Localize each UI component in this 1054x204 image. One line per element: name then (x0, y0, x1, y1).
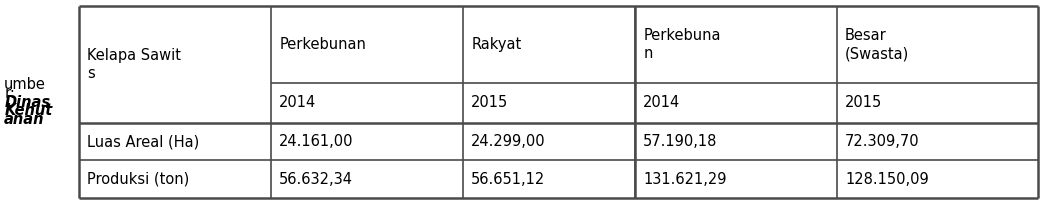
Text: umbe: umbe (4, 77, 46, 92)
Text: Dinas: Dinas (4, 94, 51, 110)
Text: 24.161,00: 24.161,00 (279, 134, 354, 149)
Text: 72.309,70: 72.309,70 (845, 134, 919, 149)
Text: Luas Areal (Ha): Luas Areal (Ha) (87, 134, 199, 149)
Text: 131.621,29: 131.621,29 (643, 172, 727, 187)
Text: 2015: 2015 (471, 95, 508, 110)
Text: 24.299,00: 24.299,00 (471, 134, 546, 149)
Text: Kehut: Kehut (4, 103, 53, 118)
Text: Kelapa Sawit
s: Kelapa Sawit s (87, 48, 181, 81)
Text: 2014: 2014 (643, 95, 681, 110)
Text: 2014: 2014 (279, 95, 316, 110)
Text: Rakyat: Rakyat (471, 37, 522, 52)
Text: Perkebuna
n: Perkebuna n (643, 28, 721, 61)
Text: Produksi (ton): Produksi (ton) (87, 172, 190, 187)
Text: anan: anan (4, 112, 44, 127)
Text: r:: r: (4, 86, 15, 101)
Text: Perkebunan: Perkebunan (279, 37, 366, 52)
Text: 57.190,18: 57.190,18 (643, 134, 718, 149)
Text: Besar
(Swasta): Besar (Swasta) (845, 28, 910, 61)
Text: 56.651,12: 56.651,12 (471, 172, 545, 187)
Text: 128.150,09: 128.150,09 (845, 172, 929, 187)
Text: 2015: 2015 (845, 95, 882, 110)
Text: 56.632,34: 56.632,34 (279, 172, 353, 187)
